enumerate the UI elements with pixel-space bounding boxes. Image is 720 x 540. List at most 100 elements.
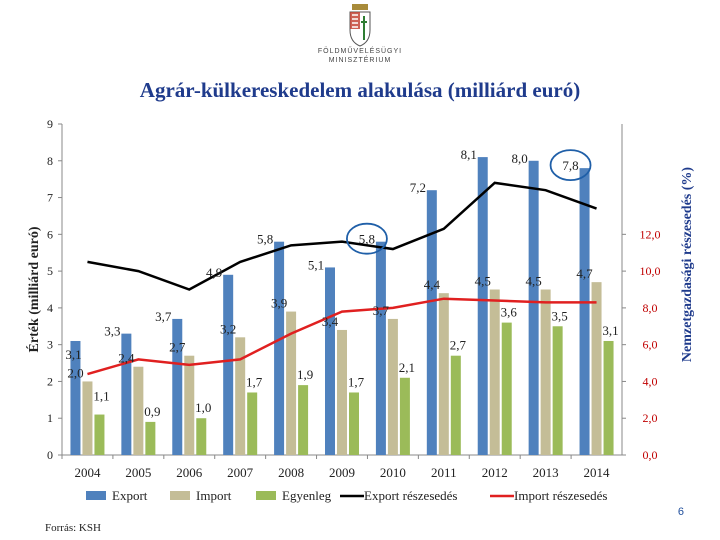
bar-import-2009: [337, 329, 347, 455]
data-label-import-2010: 3,7: [373, 303, 390, 318]
data-label-egyenleg-2008: 1,9: [297, 367, 313, 382]
data-label-export-2004: 3,1: [65, 347, 81, 362]
data-label-export-2014: 7,8: [562, 158, 578, 173]
bar-egyenleg-2012: [501, 322, 512, 455]
data-label-import-2004: 2,0: [67, 365, 83, 380]
data-label-import-2005: 2,4: [118, 351, 135, 366]
bar-egyenleg-2006: [196, 418, 207, 455]
bar-import-2011: [438, 293, 449, 455]
left-tick-label: 6: [47, 227, 53, 241]
bar-import-2010: [387, 318, 398, 455]
source-note: Forrás: KSH: [45, 522, 101, 534]
legend-label: Import: [196, 488, 232, 503]
data-label-egyenleg-2011: 2,7: [450, 338, 467, 353]
bar-egyenleg-2014: [603, 340, 614, 455]
legend-label: Export: [112, 488, 148, 503]
slide-title: Agrár-külkereskedelem alakulása (milliár…: [139, 78, 581, 102]
ministry-name-line2: MINISZTÉRIUM: [328, 57, 392, 64]
data-label-export-2011: 7,2: [410, 180, 426, 195]
x-tick-label: 2010: [380, 465, 406, 480]
bar-import-2008: [286, 311, 297, 455]
data-label-egyenleg-2004: 1,1: [93, 389, 109, 404]
line-import-share: [87, 297, 597, 376]
bar-egyenleg-2010: [399, 377, 410, 455]
left-tick-label: 2: [47, 374, 53, 388]
legend-swatch: [170, 491, 190, 500]
x-tick-label: 2008: [278, 465, 304, 480]
bar-egyenleg-2008: [298, 385, 309, 455]
data-label-egyenleg-2014: 3,1: [602, 323, 618, 338]
right-tick-label: 6,0: [643, 338, 658, 352]
x-tick-label: 2012: [482, 465, 508, 480]
data-label-export-2013: 8,0: [512, 151, 528, 166]
left-tick-label: 4: [47, 301, 53, 315]
x-tick-label: 2005: [125, 465, 151, 480]
x-tick-label: 2014: [584, 465, 611, 480]
right-tick-label: 8,0: [643, 301, 658, 315]
line-export-share: [87, 181, 597, 291]
left-tick-label: 1: [47, 411, 53, 425]
data-label-egyenleg-2006: 1,0: [195, 400, 211, 415]
data-label-export-2006: 3,7: [155, 309, 172, 324]
bar-import-2007: [235, 337, 246, 455]
bar-import-2012: [489, 289, 500, 455]
bar-export-2012: [477, 157, 488, 455]
data-label-export-2005: 3,3: [104, 324, 120, 339]
legend-label: Egyenleg: [282, 488, 332, 503]
right-tick-label: 10,0: [640, 264, 661, 278]
bar-egyenleg-2011: [450, 355, 461, 455]
data-label-export-2010: 5,8: [359, 232, 375, 247]
data-label-egyenleg-2012: 3,6: [501, 305, 518, 320]
bar-egyenleg-2005: [145, 421, 156, 455]
right-tick-label: 12,0: [640, 227, 661, 241]
left-tick-label: 8: [47, 154, 53, 168]
x-tick-label: 2007: [227, 465, 254, 480]
bar-export-2010: [375, 241, 386, 455]
data-label-import-2008: 3,9: [271, 296, 287, 311]
left-tick-label: 7: [47, 191, 53, 205]
legend-label: Import részesedés: [514, 488, 608, 503]
bar-import-2005: [133, 366, 144, 455]
x-tick-label: 2013: [533, 465, 559, 480]
data-label-egyenleg-2005: 0,9: [144, 404, 160, 419]
right-axis-title: Nemzetgazdasági részesedés (%): [680, 167, 695, 362]
left-tick-label: 3: [47, 338, 53, 352]
bar-egyenleg-2007: [247, 392, 258, 455]
data-label-import-2012: 4,5: [475, 274, 491, 289]
data-label-import-2009: 3,4: [322, 314, 339, 329]
data-label-export-2009: 5,1: [308, 257, 324, 272]
left-axis-title: Érték (milliárd euró): [25, 226, 42, 352]
data-label-egyenleg-2007: 1,7: [246, 374, 263, 389]
data-label-import-2014: 4,7: [576, 266, 593, 281]
legend-label: Export részesedés: [364, 488, 458, 503]
bar-egyenleg-2013: [552, 326, 563, 455]
left-tick-label: 9: [47, 117, 53, 131]
data-label-import-2007: 3,2: [220, 321, 236, 336]
data-label-import-2006: 2,7: [169, 340, 186, 355]
data-label-export-2012: 8,1: [461, 147, 477, 162]
highlight-circle: [346, 222, 388, 255]
bar-export-2011: [426, 190, 437, 455]
bar-egyenleg-2004: [94, 414, 105, 455]
bar-export-2009: [325, 267, 335, 455]
data-label-egyenleg-2009: 1,7: [348, 374, 365, 389]
bar-export-2006: [172, 318, 183, 455]
x-tick-label: 2009: [329, 465, 355, 480]
data-label-import-2013: 4,5: [526, 274, 542, 289]
bar-import-2004: [82, 381, 93, 455]
left-tick-label: 5: [47, 264, 53, 278]
bar-export-2004: [70, 340, 81, 455]
highlight-circle: [549, 149, 592, 182]
data-label-egyenleg-2010: 2,1: [399, 360, 415, 375]
ministry-name-line1: FÖLDMŰVELÉSÜGYI: [317, 48, 403, 55]
bar-import-2006: [184, 355, 195, 455]
coat-of-arms-icon: [349, 4, 371, 47]
legend-swatch: [256, 491, 276, 500]
right-tick-label: 4,0: [643, 374, 658, 388]
bar-import-2014: [591, 282, 602, 455]
data-label-export-2008: 5,8: [257, 232, 273, 247]
x-tick-label: 2006: [176, 465, 203, 480]
bar-export-2014: [579, 168, 590, 455]
right-tick-label: 2,0: [643, 411, 658, 425]
